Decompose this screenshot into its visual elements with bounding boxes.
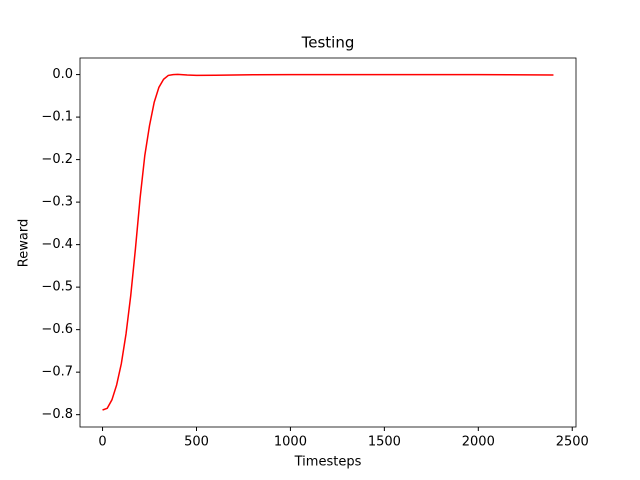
y-tick-label: 0.0 — [52, 67, 73, 82]
x-tick-label: 0 — [98, 435, 106, 450]
y-tick-label: −0.6 — [41, 322, 73, 337]
y-tick-label: −0.1 — [41, 110, 73, 125]
x-tick-label: 1000 — [274, 435, 307, 450]
x-tick-label: 2500 — [556, 435, 589, 450]
x-tick-label: 2000 — [462, 435, 495, 450]
y-tick-label: −0.7 — [41, 365, 73, 380]
y-tick-label: −0.4 — [41, 237, 73, 252]
y-axis-label: Reward — [17, 219, 32, 267]
x-tick-label: 1500 — [368, 435, 401, 450]
plot-frame — [79, 57, 577, 428]
y-tick-label: −0.5 — [41, 280, 73, 295]
y-tick-label: −0.8 — [41, 407, 73, 422]
y-tick-label: −0.3 — [41, 195, 73, 210]
y-tick-label: −0.2 — [41, 152, 73, 167]
x-tick-label: 500 — [184, 435, 209, 450]
chart-title: Testing — [301, 34, 355, 52]
x-axis-label: Timesteps — [294, 455, 362, 470]
data-line — [102, 73, 554, 411]
